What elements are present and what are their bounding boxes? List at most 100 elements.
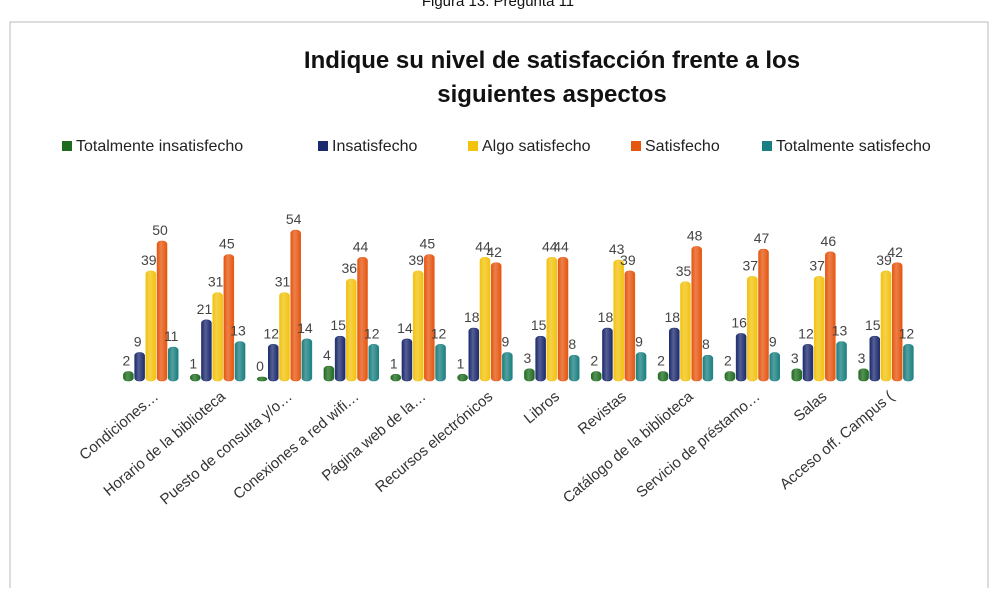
value-label: 39 — [620, 252, 636, 268]
value-label: 44 — [475, 238, 491, 254]
value-label: 18 — [664, 309, 680, 325]
value-label: 8 — [568, 336, 576, 352]
bar — [535, 335, 546, 382]
bar — [357, 257, 368, 382]
value-label: 45 — [219, 236, 235, 252]
bar — [891, 262, 903, 382]
bar — [702, 354, 714, 382]
bar — [669, 327, 680, 382]
value-label: 18 — [598, 309, 614, 325]
legend-swatch — [62, 141, 72, 151]
value-label: 36 — [342, 260, 358, 276]
value-label: 12 — [263, 325, 279, 341]
bar — [602, 327, 613, 382]
bar — [234, 341, 246, 382]
value-label: 43 — [609, 241, 625, 257]
value-label: 42 — [887, 244, 903, 260]
bar — [457, 374, 468, 382]
bar — [624, 270, 636, 382]
legend-label: Insatisfecho — [332, 138, 417, 155]
value-label: 1 — [189, 355, 197, 371]
value-label: 21 — [197, 301, 213, 317]
bar — [502, 352, 513, 382]
value-label: 14 — [397, 320, 413, 336]
value-label: 39 — [141, 252, 157, 268]
value-label: 31 — [208, 274, 224, 290]
value-label: 44 — [542, 238, 558, 254]
bar — [479, 257, 491, 382]
value-label: 2 — [590, 353, 598, 369]
value-label: 9 — [769, 334, 777, 350]
bar — [691, 246, 702, 382]
bar — [167, 346, 179, 382]
value-label: 12 — [899, 325, 915, 341]
bar — [724, 371, 736, 382]
value-label: 1 — [457, 355, 465, 371]
value-label: 45 — [420, 236, 436, 252]
bar — [412, 270, 424, 382]
bar — [836, 341, 847, 382]
bar — [123, 371, 134, 382]
bar — [201, 319, 212, 382]
bar — [401, 338, 413, 382]
bar — [268, 344, 279, 382]
bar — [490, 262, 502, 382]
value-label: 54 — [286, 211, 302, 227]
value-label: 9 — [134, 334, 142, 350]
bar — [546, 257, 558, 382]
value-label: 13 — [832, 323, 848, 339]
bar — [424, 254, 435, 382]
value-label: 4 — [323, 347, 331, 363]
legend-label: Totalmente insatisfecho — [76, 138, 243, 155]
value-label: 15 — [865, 317, 881, 333]
bar — [190, 374, 201, 382]
bar — [657, 371, 669, 382]
legend-label: Satisfecho — [645, 138, 720, 155]
bar — [880, 270, 892, 382]
value-label: 48 — [687, 227, 703, 243]
bar — [279, 292, 290, 382]
bar — [813, 276, 825, 382]
value-label: 12 — [798, 325, 814, 341]
value-label: 39 — [876, 252, 892, 268]
value-label: 44 — [553, 238, 569, 254]
bar — [223, 254, 235, 382]
value-label: 11 — [164, 328, 179, 344]
value-label: 44 — [353, 238, 369, 254]
bar — [435, 344, 446, 382]
bar — [769, 352, 780, 382]
value-label: 16 — [731, 314, 747, 330]
bar — [591, 371, 602, 382]
bar — [145, 270, 157, 382]
bar — [524, 368, 535, 382]
value-label: 0 — [256, 358, 264, 374]
bar — [134, 352, 145, 382]
value-label: 14 — [297, 320, 313, 336]
value-label: 3 — [791, 350, 799, 366]
bar — [680, 281, 691, 382]
value-label: 12 — [431, 325, 447, 341]
bar — [334, 335, 346, 382]
bar — [390, 374, 401, 382]
bar — [212, 292, 223, 382]
bar — [825, 251, 836, 382]
value-label: 9 — [501, 334, 509, 350]
bar — [557, 257, 569, 382]
value-label: 2 — [657, 353, 665, 369]
bar — [256, 376, 268, 382]
bar — [903, 344, 914, 382]
bar — [747, 276, 758, 382]
bar — [758, 248, 769, 382]
bar — [468, 327, 480, 382]
value-label: 39 — [408, 252, 424, 268]
value-label: 47 — [754, 230, 770, 246]
bar — [635, 352, 647, 382]
value-label: 1 — [390, 355, 398, 371]
legend-swatch — [318, 141, 328, 151]
legend-swatch — [631, 141, 641, 151]
bar — [323, 365, 335, 382]
bar — [156, 240, 168, 382]
bar — [346, 278, 357, 382]
legend-swatch — [468, 141, 478, 151]
